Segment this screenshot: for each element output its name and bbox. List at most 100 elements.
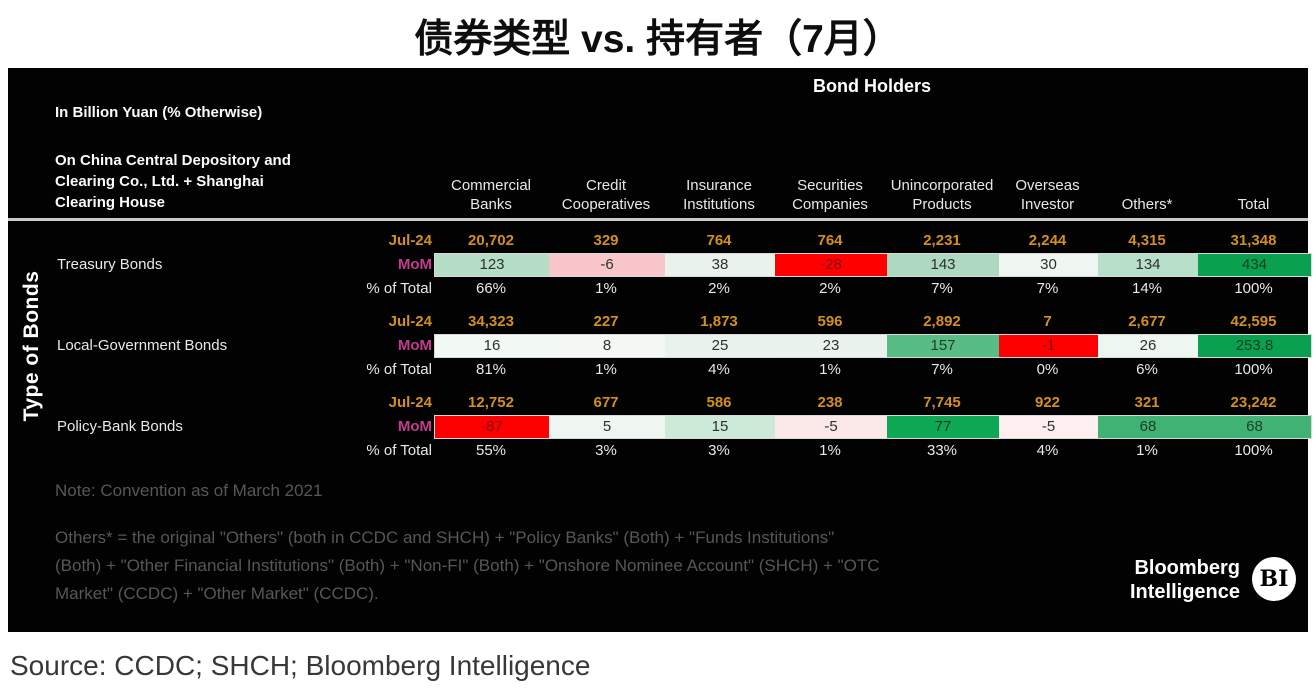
- column-header-text: Unincorporated: [890, 177, 994, 194]
- bond-type-label: Policy-Bank Bonds: [57, 418, 183, 435]
- table-cell: 14%: [1131, 280, 1163, 297]
- pct-values: 66% 1% 2% 2% 7% 7% 14% 100%: [434, 277, 1310, 301]
- column-header-credit-cooperatives: Credit Cooperatives: [548, 176, 664, 216]
- pct-values: 55% 3% 3% 1% 33% 4% 1% 100%: [434, 439, 1310, 463]
- table-cell: 30: [999, 254, 1098, 276]
- mom-row: MoM 123 -6 38 -28 143 30 134 434: [344, 253, 1312, 277]
- column-header-unincorporated-products: Unincorporated Products: [886, 176, 998, 216]
- table-cell: 23: [775, 335, 887, 357]
- table-cell: 7%: [1036, 280, 1059, 297]
- table-cell: 7,745: [923, 394, 961, 411]
- table-cell: 20,702: [468, 232, 514, 249]
- table-cell: 7: [1043, 313, 1052, 330]
- column-header-insurance-institutions: Insurance Institutions: [664, 176, 774, 216]
- mom-row: MoM 16 8 25 23 157 -1 26 253.8: [344, 334, 1312, 358]
- table-cell: 4,315: [1128, 232, 1166, 249]
- table-cell: 42,595: [1230, 313, 1277, 330]
- table-cell: 6%: [1136, 361, 1158, 378]
- jul24-row: Jul-24 34,323 227 1,873 596 2,892 7 2,677 42,59…: [344, 310, 1310, 334]
- row-label-pct: % of Total: [366, 361, 432, 378]
- table-cell: 1%: [595, 280, 617, 297]
- table-cell: 764: [817, 232, 843, 249]
- jul24-row: Jul-24 20,702 329 764 764 2,231 2,244 4,315 31,…: [344, 229, 1310, 253]
- column-header-text: Credit: [585, 177, 626, 194]
- table-cell: 7%: [931, 280, 953, 297]
- table-cell: 4%: [708, 361, 730, 378]
- pct-of-total-row: % of Total 55% 3% 3% 1% 33% 4% 1% 100%: [344, 439, 1310, 463]
- bond-type-label: Local-Government Bonds: [57, 337, 228, 354]
- jul24-values: 20,702 329 764 764 2,231 2,244 4,315 31,348: [434, 229, 1310, 253]
- table-cell: 677: [593, 394, 619, 411]
- table-cell: 1%: [819, 361, 841, 378]
- table-cell: 157: [887, 335, 999, 357]
- mom-heatmap-values: 123 -6 38 -28 143 30 134 434: [434, 253, 1312, 277]
- logo-line-1: Bloomberg: [1134, 557, 1240, 579]
- column-header-text: Securities: [797, 177, 863, 194]
- column-header-text: Commercial: [450, 177, 531, 194]
- table-cell: 66%: [475, 280, 507, 297]
- table-cell: 31,348: [1230, 232, 1277, 249]
- column-header-text: Banks: [470, 196, 512, 213]
- table-cell: 1%: [595, 361, 617, 378]
- table-cell: 1,873: [700, 313, 738, 330]
- table-cell: 77: [887, 416, 999, 438]
- mom-row: MoM -87 5 15 -5 77 -5 68 68: [344, 415, 1312, 439]
- bond-holders-heading: Bond Holders: [812, 76, 931, 96]
- table-cell: 922: [1034, 394, 1061, 411]
- table-cell: 0%: [1036, 361, 1059, 378]
- table-cell: 23,242: [1230, 394, 1277, 411]
- table-cell: 4%: [1036, 442, 1059, 459]
- table-cell: 100%: [1234, 280, 1273, 297]
- column-header-overseas-investor: Overseas Investor: [998, 176, 1097, 216]
- table-cell: 15: [665, 416, 775, 438]
- column-header-others: Others*: [1097, 195, 1197, 216]
- jul24-row: Jul-24 12,752 677 586 238 7,745 922 321 23,242: [344, 391, 1310, 415]
- row-label-jul24: Jul-24: [388, 394, 432, 411]
- row-label-jul24: Jul-24: [388, 313, 432, 330]
- table-cell: 26: [1098, 335, 1198, 357]
- column-header-text: Institutions: [683, 196, 755, 213]
- pct-values: 81% 1% 4% 1% 7% 0% 6% 100%: [434, 358, 1310, 382]
- column-header-text: Investor: [1020, 196, 1075, 213]
- table-cell: -5: [775, 416, 887, 438]
- row-label-pct: % of Total: [366, 442, 432, 459]
- table-cell: 100%: [1234, 361, 1273, 378]
- table-cell: 2%: [819, 280, 841, 297]
- bond-table-figure: Bond Holders In Billion Yuan (% Otherwis…: [8, 68, 1312, 632]
- table-cell: 100%: [1234, 442, 1273, 459]
- others-definition-note: Others* = the original "Others" (both in…: [55, 524, 880, 608]
- column-header-text: Total: [1237, 196, 1270, 213]
- table-cell: 38: [665, 254, 775, 276]
- column-header-text: Overseas: [1015, 177, 1080, 194]
- table-cell: 134: [1098, 254, 1198, 276]
- table-cell: 33%: [926, 442, 958, 459]
- logo-line-2: Intelligence: [1129, 581, 1240, 603]
- table-cell: 2,231: [923, 232, 961, 249]
- others-note-line-3: Market" (CCDC) + "Other Market" (CCDC).: [55, 584, 379, 603]
- depository-line-3: Clearing House: [55, 194, 166, 211]
- bi-badge-icon: BI: [1252, 557, 1296, 601]
- table-cell: 321: [1134, 394, 1160, 411]
- table-cell: 596: [817, 313, 843, 330]
- column-header-securities-companies: Securities Companies: [774, 176, 886, 216]
- table-body: Treasury Bonds Jul-24 20,702 329 764 764 2,2…: [8, 229, 1312, 472]
- row-label-pct: % of Total: [366, 280, 432, 297]
- column-header-commercial-banks: Commercial Banks: [434, 176, 548, 216]
- table-cell: 2,677: [1128, 313, 1166, 330]
- table-cell: 1%: [1136, 442, 1158, 459]
- bond-type-label: Treasury Bonds: [57, 256, 163, 273]
- pct-of-total-row: % of Total 66% 1% 2% 2% 7% 7% 14% 100%: [344, 277, 1310, 301]
- table-cell: 8: [549, 335, 665, 357]
- table-cell: 238: [817, 394, 843, 411]
- jul24-values: 12,752 677 586 238 7,745 922 321 23,242: [434, 391, 1310, 415]
- mom-heatmap-values: -87 5 15 -5 77 -5 68 68: [434, 415, 1312, 439]
- table-cell: 25: [665, 335, 775, 357]
- table-cell: 7%: [931, 361, 953, 378]
- row-group-policy-bank-bonds: Policy-Bank Bonds Jul-24 12,752 677 586 238…: [8, 391, 1312, 463]
- table-cell: -1: [999, 335, 1098, 357]
- depository-line-1: On China Central Depository and: [55, 152, 291, 169]
- convention-note: Note: Convention as of March 2021: [55, 481, 323, 500]
- table-cell: -6: [549, 254, 665, 276]
- depository-label: On China Central Depository and Clearing…: [55, 150, 291, 213]
- table-cell: 1%: [819, 442, 841, 459]
